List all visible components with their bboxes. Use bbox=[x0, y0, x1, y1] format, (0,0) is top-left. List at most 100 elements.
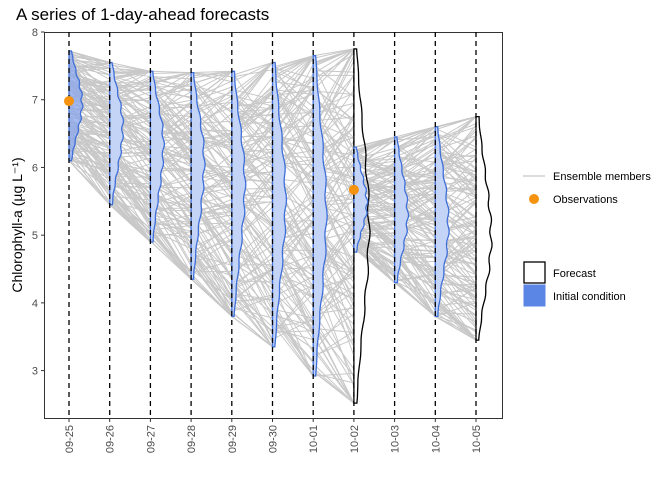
y-axis-title: Chlorophyll-a (µg L⁻¹) bbox=[9, 157, 25, 292]
ensemble-member-line bbox=[150, 72, 192, 84]
ensemble-member-line bbox=[150, 232, 192, 238]
ensemble-member-line bbox=[231, 95, 273, 125]
ensemble-member-line bbox=[353, 140, 395, 153]
ensemble-member-line bbox=[353, 235, 395, 273]
ensemble-member-line bbox=[150, 214, 192, 243]
ensemble-member-line bbox=[68, 54, 111, 94]
forecast-density-10-02 bbox=[353, 48, 371, 404]
ensemble-member-line bbox=[231, 62, 273, 107]
ensemble-member-line bbox=[231, 102, 273, 110]
initial-condition-density-10-02 bbox=[353, 146, 369, 253]
ensemble-member-line bbox=[272, 318, 314, 377]
ensemble-member-line bbox=[190, 228, 233, 249]
ensemble-member-line bbox=[435, 116, 477, 128]
ensemble-member-line bbox=[190, 248, 233, 309]
ensemble-member-line bbox=[353, 140, 395, 169]
distributions bbox=[68, 48, 493, 404]
ensemble-member-line bbox=[109, 200, 151, 214]
ensemble-member-line bbox=[434, 116, 477, 153]
ensemble-member-line bbox=[434, 284, 477, 329]
ensemble-member-line bbox=[150, 208, 192, 212]
ensemble-member-line bbox=[190, 224, 233, 255]
ensemble-member-line bbox=[312, 330, 355, 358]
ensemble-member-line bbox=[394, 136, 436, 152]
ensemble-member-line bbox=[272, 80, 314, 156]
observation-point-10-02 bbox=[348, 184, 359, 195]
ensemble-member-line bbox=[231, 252, 273, 290]
ensemble-member-line bbox=[231, 296, 273, 348]
ensemble-member-line bbox=[109, 70, 151, 79]
ensemble-member-line bbox=[353, 163, 395, 167]
ensemble-member-line bbox=[190, 252, 233, 312]
ensemble-member-line bbox=[353, 246, 395, 283]
ensemble-member-line bbox=[313, 70, 354, 73]
ensemble-member-line bbox=[394, 252, 436, 305]
ensemble-member-line bbox=[231, 61, 273, 76]
ensemble-member-line bbox=[394, 126, 436, 150]
ensemble-member-line bbox=[149, 203, 192, 274]
ensemble-member-line bbox=[190, 85, 233, 142]
ensemble-member-line bbox=[190, 79, 233, 126]
ensemble-member-line bbox=[231, 268, 273, 288]
ensemble-member-line bbox=[109, 189, 151, 243]
y-tick-label: 6 bbox=[32, 162, 38, 174]
ensemble-member-line bbox=[109, 195, 151, 201]
ensemble-member-line bbox=[190, 263, 233, 317]
ensemble-member-line bbox=[231, 267, 273, 302]
ensemble-member-line bbox=[272, 55, 314, 68]
legend-key-forecast bbox=[523, 261, 546, 284]
ensemble-member-line bbox=[272, 293, 314, 334]
ensemble-member-line bbox=[394, 126, 436, 169]
ensemble-member-line bbox=[109, 61, 151, 72]
ensemble-member-line bbox=[231, 311, 273, 348]
ensemble-member-line bbox=[190, 278, 233, 316]
ensemble-member-line bbox=[109, 67, 151, 72]
ensemble-member-line bbox=[312, 302, 355, 353]
ensemble-member-line bbox=[312, 64, 355, 98]
ensemble-member-line bbox=[434, 302, 477, 341]
ensemble-member-line bbox=[190, 239, 233, 267]
ensemble-member-line bbox=[313, 48, 355, 65]
ensemble-member-line bbox=[435, 152, 477, 176]
y-tick-label: 7 bbox=[32, 95, 38, 107]
ensemble-member-line bbox=[272, 328, 314, 340]
ensemble-member-line bbox=[272, 293, 314, 352]
ensemble-member-line bbox=[272, 55, 314, 87]
ensemble-member-line bbox=[190, 255, 233, 306]
initial-condition-density-09-29 bbox=[231, 70, 247, 318]
ensemble-member-line bbox=[190, 84, 233, 114]
ensemble-member-line bbox=[435, 315, 477, 337]
ensemble-member-line bbox=[272, 307, 314, 377]
ensemble-member-line bbox=[312, 323, 355, 377]
x-axis: 09-25 09-26 09-27 09-28 09-29 09-30 10-01 10-02… bbox=[64, 418, 483, 453]
ensemble-member-line bbox=[109, 177, 151, 216]
legend: Ensemble members Observations Forecast Init… bbox=[523, 171, 651, 307]
legend-label-ensemble: Ensemble members bbox=[553, 171, 651, 183]
ensemble-member-line bbox=[312, 345, 355, 404]
ensemble-member-line bbox=[435, 126, 477, 142]
ensemble-member-line bbox=[109, 176, 151, 197]
ensemble-member-line bbox=[313, 48, 354, 57]
initial-condition-density-10-01 bbox=[312, 55, 328, 377]
ensemble-member-line bbox=[434, 292, 477, 341]
ensemble-member-line bbox=[434, 116, 477, 149]
ensemble-member-line bbox=[231, 294, 273, 305]
x-tick-label: 09-25 bbox=[64, 425, 76, 453]
ensemble-member-line bbox=[150, 230, 192, 280]
ensemble-member-line bbox=[353, 150, 395, 177]
ensemble-member-line bbox=[312, 94, 355, 139]
ensemble-member-line bbox=[190, 233, 233, 261]
ensemble-member-line bbox=[109, 204, 151, 243]
ensemble-member-line bbox=[394, 126, 436, 141]
ensemble-member-line bbox=[272, 324, 314, 377]
ensemble-member-line bbox=[150, 82, 192, 116]
ensemble-member-line bbox=[394, 261, 436, 264]
ensemble-member-line bbox=[68, 59, 110, 65]
y-tick-label: 3 bbox=[32, 366, 38, 378]
ensemble-member-line bbox=[231, 307, 273, 319]
ensemble-member-line bbox=[231, 265, 273, 341]
ensemble-member-line bbox=[68, 57, 111, 93]
x-tick-label: 10-05 bbox=[471, 425, 483, 453]
ensemble-member-line bbox=[435, 315, 477, 341]
